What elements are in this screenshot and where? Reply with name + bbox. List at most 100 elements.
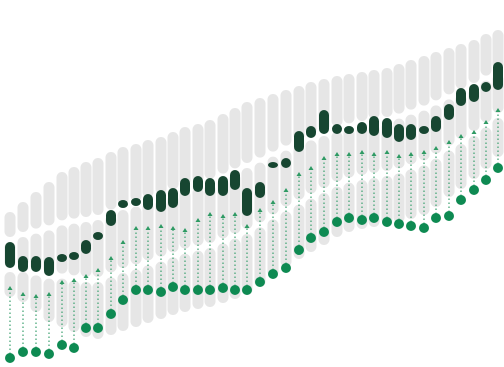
dark-bar xyxy=(143,194,153,210)
dark-bar xyxy=(118,200,128,208)
dark-bar xyxy=(156,190,166,212)
range-band-segment xyxy=(18,272,29,302)
dark-bar xyxy=(93,232,103,240)
range-band-segment xyxy=(218,114,229,174)
marker-point xyxy=(369,213,379,223)
range-bands-layer xyxy=(5,30,504,339)
marker-point xyxy=(469,185,479,195)
marker-point xyxy=(294,245,304,255)
dark-bar xyxy=(205,178,215,196)
dark-bar xyxy=(255,182,265,198)
range-band-segment xyxy=(168,132,179,190)
dark-bar xyxy=(218,176,228,196)
range-band-segment xyxy=(281,90,292,146)
range-band-segment xyxy=(242,102,253,163)
range-band-segment xyxy=(31,192,42,229)
marker-point xyxy=(57,340,67,350)
dark-bar xyxy=(69,252,79,260)
range-band-segment xyxy=(344,74,355,123)
dark-bar xyxy=(481,82,491,92)
dark-bar xyxy=(18,256,28,272)
marker-point xyxy=(242,285,252,295)
dark-bar xyxy=(281,158,291,168)
marker-point xyxy=(456,195,466,205)
marker-point xyxy=(319,227,329,237)
dark-bar xyxy=(332,124,342,134)
dark-bar xyxy=(131,198,141,206)
dark-bar xyxy=(306,126,316,138)
range-band-segment xyxy=(406,60,417,110)
marker-point xyxy=(281,263,291,273)
dark-bar xyxy=(268,162,278,168)
range-band-segment xyxy=(481,34,492,76)
range-band-segment xyxy=(57,225,68,273)
marker-point xyxy=(218,283,228,293)
marker-point xyxy=(168,282,178,292)
range-band-segment xyxy=(193,251,204,309)
dark-bar xyxy=(456,88,466,106)
dark-bar xyxy=(444,104,454,120)
range-band-segment xyxy=(180,254,191,312)
stem-arrow xyxy=(72,278,77,282)
dark-bar xyxy=(469,84,479,102)
range-band-segment xyxy=(205,120,216,179)
dark-bar xyxy=(493,62,503,90)
dark-bar xyxy=(168,188,178,208)
marker-point xyxy=(306,233,316,243)
range-band-segment xyxy=(143,203,154,261)
range-band-segment xyxy=(131,207,142,265)
marker-point xyxy=(431,213,441,223)
range-band-segment xyxy=(57,172,68,220)
range-band-segment xyxy=(469,40,480,83)
marker-point xyxy=(394,219,404,229)
dark-bar xyxy=(180,178,190,196)
dark-bar xyxy=(294,131,304,152)
dark-bar xyxy=(406,124,416,140)
marker-point xyxy=(106,309,116,319)
range-band-segment xyxy=(382,68,393,117)
range-band-segment xyxy=(156,137,167,194)
range-band-segment xyxy=(69,280,80,332)
marker-point xyxy=(44,349,54,359)
dark-bar xyxy=(344,126,354,134)
marker-point xyxy=(493,163,503,173)
range-band-segment xyxy=(369,70,380,119)
marker-point xyxy=(193,285,203,295)
marker-point xyxy=(382,217,392,227)
marker-point xyxy=(131,285,141,295)
marker-point xyxy=(481,175,491,185)
dark-bar xyxy=(431,116,441,132)
marker-point xyxy=(93,323,103,333)
range-band-segment xyxy=(180,190,191,248)
range-band-segment xyxy=(193,124,204,182)
dark-bar xyxy=(319,110,329,134)
range-band-segment xyxy=(118,147,129,205)
dark-bar xyxy=(44,257,54,276)
range-band-segment xyxy=(344,183,355,232)
marker-point xyxy=(205,285,215,295)
marker-point xyxy=(268,269,278,279)
range-band-segment xyxy=(69,224,80,276)
dark-bar xyxy=(242,188,252,216)
range-band-segment xyxy=(268,94,279,152)
range-band-segment xyxy=(444,151,455,197)
range-band-segment xyxy=(44,279,55,322)
range-band-segment xyxy=(230,108,241,168)
marker-point xyxy=(357,215,367,225)
range-band-segment xyxy=(431,52,442,100)
marker-point xyxy=(332,217,342,227)
marker-point xyxy=(118,295,128,305)
marker-point xyxy=(5,353,15,363)
range-band-segment xyxy=(419,56,430,106)
range-band-segment xyxy=(456,44,467,89)
marker-point xyxy=(18,347,28,357)
marker-point xyxy=(156,287,166,297)
marker-point xyxy=(31,347,41,357)
range-band-segment xyxy=(18,202,29,232)
range-band-segment xyxy=(81,162,92,217)
range-band-segment xyxy=(332,76,343,126)
range-band-segment xyxy=(180,127,191,185)
dark-bar xyxy=(81,240,91,254)
